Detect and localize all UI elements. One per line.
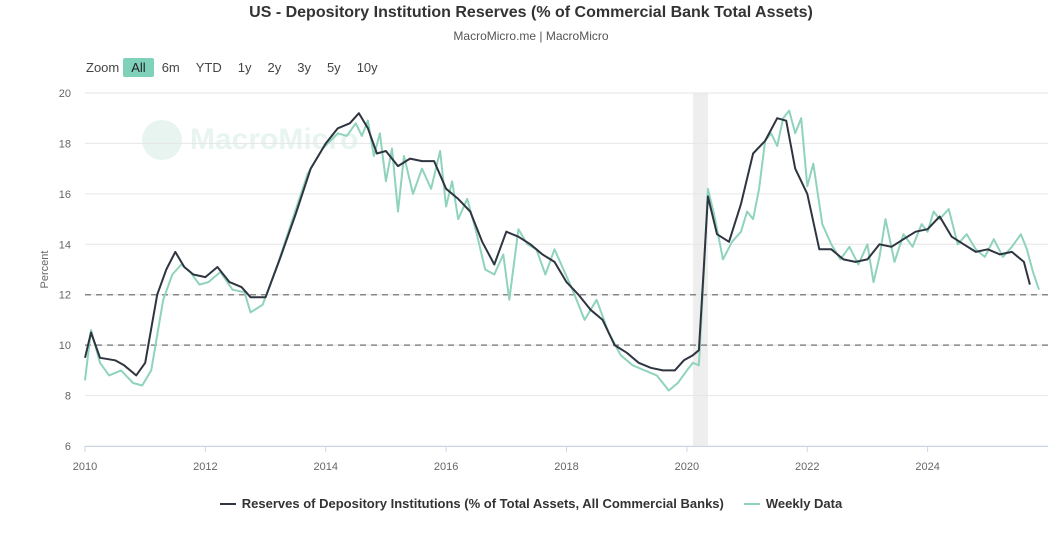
y-axis-title: Percent — [39, 251, 51, 289]
zoom-button-all[interactable]: All — [123, 58, 154, 77]
zoom-button-1y[interactable]: 1y — [237, 60, 252, 75]
chart-title: US - Depository Institution Reserves (% … — [249, 4, 813, 21]
legend-swatch-main — [219, 502, 236, 505]
y-tick-label-14: 14 — [59, 239, 71, 251]
legend-swatch-weekly — [743, 502, 760, 505]
zoom-button-5y[interactable]: 5y — [326, 60, 341, 75]
zoom-button-2y[interactable]: 2y — [267, 60, 282, 75]
legend-item-weekly[interactable]: Weekly Data — [743, 496, 843, 511]
chart-subtitle: MacroMicro.me | MacroMicro — [453, 29, 609, 43]
y-tick-label-6: 6 — [65, 441, 71, 453]
x-tick-label-2022: 2022 — [795, 461, 819, 473]
zoom-button-6m[interactable]: 6m — [161, 60, 180, 75]
zoom-button-10y[interactable]: 10y — [356, 60, 378, 75]
y-tick-label-16: 16 — [59, 189, 71, 201]
x-tick-label-2024: 2024 — [915, 461, 939, 473]
legend-item-main[interactable]: Reserves of Depository Institutions (% o… — [219, 496, 724, 511]
x-tick-label-2012: 2012 — [193, 461, 217, 473]
legend: Reserves of Depository Institutions (% o… — [0, 496, 1062, 511]
y-tick-label-18: 18 — [59, 138, 71, 150]
zoom-label: Zoom — [86, 60, 120, 75]
y-tick-label-12: 12 — [59, 290, 71, 302]
zoom-bar: Zoom All 6m YTD 1y 2y 3y 5y 10y — [86, 58, 386, 77]
series-line-main — [84, 112, 1031, 377]
x-tick-label-2020: 2020 — [675, 461, 699, 473]
y-tick-label-20: 20 — [59, 88, 71, 100]
x-tick-label-2016: 2016 — [434, 461, 458, 473]
x-tick-label-2018: 2018 — [554, 461, 578, 473]
watermark-logo-icon — [142, 120, 182, 160]
series-line-weekly — [84, 109, 1040, 392]
legend-label-main: Reserves of Depository Institutions (% o… — [241, 496, 724, 511]
zoom-button-3y[interactable]: 3y — [297, 60, 311, 75]
zoom-button-ytd[interactable]: YTD — [195, 60, 222, 75]
y-tick-label-10: 10 — [59, 340, 71, 352]
y-tick-label-8: 8 — [65, 391, 71, 403]
x-tick-label-2010: 2010 — [73, 461, 97, 473]
legend-label-weekly: Weekly Data — [765, 496, 843, 511]
shaded-region-0 — [692, 93, 708, 446]
x-tick-label-2014: 2014 — [314, 461, 338, 473]
